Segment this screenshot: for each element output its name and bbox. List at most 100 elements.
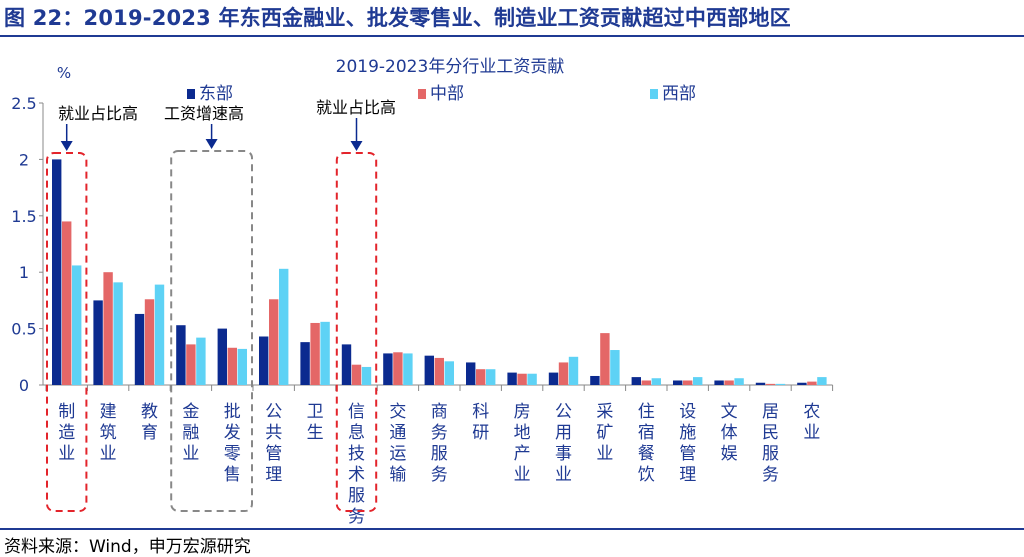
bar bbox=[797, 382, 807, 385]
bar bbox=[683, 380, 693, 385]
bar bbox=[651, 378, 661, 385]
x-tick-label: 批发零售 bbox=[224, 402, 241, 485]
bar bbox=[558, 362, 569, 385]
bar bbox=[217, 328, 227, 385]
bar bbox=[507, 372, 517, 385]
title-rule bbox=[0, 35, 1024, 37]
figure-title: 图 22：2019-2023 年东西金融业、批发零售业、制造业工资贡献超过中西部… bbox=[4, 6, 791, 30]
x-tick-label: 文体娱 bbox=[721, 402, 738, 464]
bar bbox=[734, 378, 744, 385]
bar bbox=[269, 299, 279, 385]
bar bbox=[527, 373, 537, 385]
bar bbox=[775, 383, 786, 385]
bar bbox=[154, 284, 165, 385]
annotation-arrow-head bbox=[205, 139, 218, 149]
y-tick-label: 1.5 bbox=[11, 207, 36, 226]
bar bbox=[548, 372, 559, 385]
highlight-box-finance-wholesale bbox=[170, 150, 253, 512]
x-tick-label: 采矿业 bbox=[596, 402, 613, 464]
x-tick-label: 住宿餐饮 bbox=[638, 402, 655, 485]
bar bbox=[631, 377, 641, 385]
bar bbox=[52, 159, 62, 385]
bar bbox=[765, 383, 776, 385]
bar bbox=[279, 268, 289, 385]
x-tick-label: 卫生 bbox=[307, 402, 324, 443]
x-tick-label: 建筑业 bbox=[100, 402, 117, 464]
y-tick-label: 0 bbox=[19, 376, 29, 395]
bar bbox=[641, 380, 651, 385]
bar bbox=[755, 382, 766, 385]
bar bbox=[693, 377, 703, 385]
legend-swatch bbox=[650, 89, 658, 99]
bar bbox=[590, 375, 600, 385]
legend-swatch bbox=[187, 89, 195, 99]
bar bbox=[673, 380, 683, 385]
y-tick-label: 2.5 bbox=[11, 94, 36, 113]
bar bbox=[341, 344, 352, 385]
bar bbox=[517, 373, 527, 385]
x-tick-label: 公用事业 bbox=[555, 402, 572, 485]
bar bbox=[714, 380, 724, 385]
bar bbox=[434, 357, 444, 385]
bar bbox=[259, 336, 269, 385]
bar bbox=[227, 347, 237, 385]
highlight-box-it-services bbox=[335, 152, 378, 512]
x-tick-label: 制造业 bbox=[58, 402, 75, 464]
bar bbox=[310, 322, 320, 385]
bar bbox=[476, 369, 486, 385]
legend-swatch bbox=[418, 89, 426, 99]
annotation-arrow-head bbox=[350, 141, 363, 151]
x-tick-label: 农业 bbox=[803, 402, 820, 443]
x-tick-label: 商务服务 bbox=[431, 402, 448, 485]
bar bbox=[62, 221, 72, 385]
bar bbox=[424, 355, 434, 385]
annotation-text: 工资增速高 bbox=[164, 104, 244, 123]
bar bbox=[403, 353, 413, 385]
x-tick-label: 金融业 bbox=[182, 402, 199, 464]
source-note: 资料来源：Wind，申万宏源研究 bbox=[4, 537, 251, 557]
source-rule bbox=[0, 528, 1024, 530]
bar bbox=[486, 369, 496, 385]
bar bbox=[237, 348, 247, 385]
x-tick-label: 公共管理 bbox=[265, 402, 282, 485]
bar bbox=[320, 321, 330, 385]
bar bbox=[600, 333, 610, 385]
annotation-text: 就业占比高 bbox=[316, 98, 396, 117]
y-tick-label: 2 bbox=[19, 150, 29, 169]
bar bbox=[466, 362, 476, 385]
bar bbox=[807, 381, 817, 385]
x-tick-label: 交通运输 bbox=[389, 402, 406, 485]
highlight-box-manufacturing bbox=[46, 152, 88, 512]
bar bbox=[186, 344, 196, 385]
bar bbox=[817, 377, 827, 385]
bar bbox=[568, 356, 579, 385]
y-tick-label: 1 bbox=[19, 263, 29, 282]
x-tick-label: 信息技术服务 bbox=[348, 402, 365, 527]
bar bbox=[383, 353, 393, 385]
bar bbox=[196, 337, 206, 385]
x-tick-label: 房地产业 bbox=[514, 402, 531, 485]
annotation-arrow-head bbox=[60, 141, 73, 151]
x-tick-label: 设施管理 bbox=[679, 402, 696, 485]
bar bbox=[444, 361, 454, 385]
bar bbox=[724, 380, 734, 385]
legend-label: 西部 bbox=[662, 84, 696, 104]
bar bbox=[93, 300, 103, 385]
bar bbox=[134, 313, 145, 385]
legend-label: 东部 bbox=[199, 84, 233, 104]
bar bbox=[72, 265, 82, 385]
chart-title: 2019-2023年分行业工资贡献 bbox=[336, 57, 565, 77]
bar bbox=[113, 282, 123, 385]
bar bbox=[351, 364, 362, 385]
bar bbox=[610, 350, 620, 385]
legend-label: 中部 bbox=[430, 84, 464, 104]
x-tick-label: 居民服务 bbox=[762, 402, 779, 485]
bar bbox=[361, 366, 372, 385]
bar bbox=[176, 325, 186, 385]
bar bbox=[103, 272, 113, 385]
bar bbox=[144, 299, 155, 385]
y-axis-unit: % bbox=[57, 64, 71, 82]
y-tick-label: 0.5 bbox=[11, 320, 36, 339]
annotation-text: 就业占比高 bbox=[58, 104, 138, 123]
